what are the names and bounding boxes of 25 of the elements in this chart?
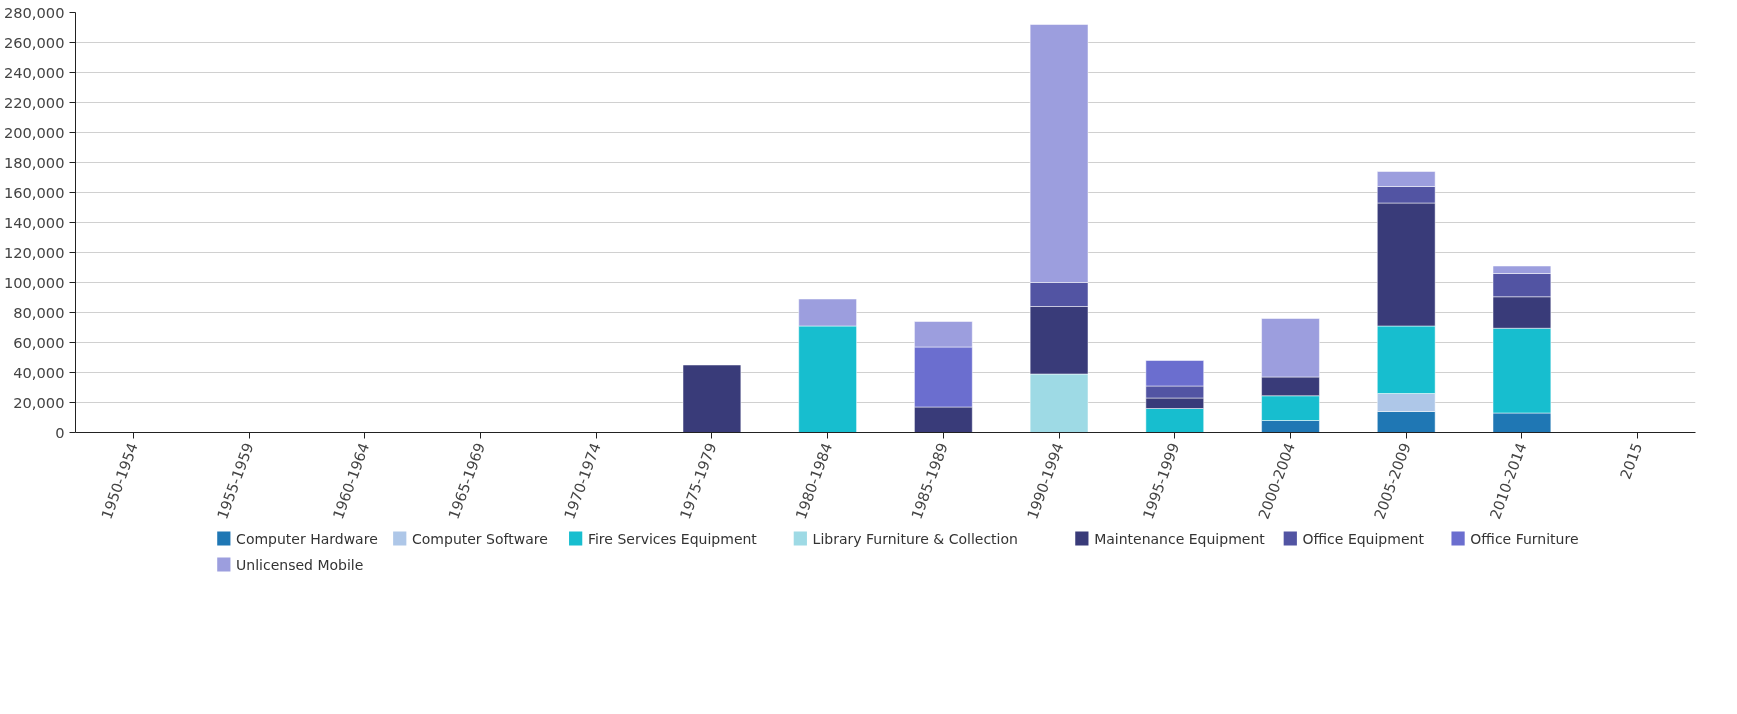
y-tick-label: 120,000 (3, 243, 65, 261)
legend-label: Fire Services Equipment (587, 530, 758, 547)
legend-label: Computer Hardware (236, 530, 378, 547)
x-tick-label: 2015 (1616, 440, 1646, 482)
legend-label: Maintenance Equipment (1094, 530, 1266, 547)
y-tick-label: 200,000 (3, 123, 65, 141)
y-tick-label: 260,000 (3, 33, 65, 51)
y-tick-label: 40,000 (13, 363, 65, 381)
y-tick-label: 180,000 (3, 153, 65, 171)
y-tick-label: 60,000 (13, 333, 65, 351)
y-tick-label: 100,000 (3, 273, 65, 291)
y-tick-label: 20,000 (13, 393, 65, 411)
y-tick-label: 0 (55, 423, 65, 441)
legend-label: Computer Software (412, 530, 548, 547)
y-tick-label: 240,000 (3, 63, 65, 81)
y-tick-label: 220,000 (3, 93, 65, 111)
legend-label: Unlicensed Mobile (236, 556, 364, 573)
legend-label: Office Equipment (1302, 530, 1425, 547)
y-tick-label: 140,000 (3, 213, 65, 231)
legend-label: Library Furniture & Collection (812, 530, 1018, 547)
bar (682, 364, 742, 433)
legend-label: Office Furniture (1470, 530, 1579, 547)
y-tick-label: 80,000 (13, 303, 65, 321)
y-tick-label: 280,000 (3, 3, 65, 21)
y-tick-label: 160,000 (3, 183, 65, 201)
